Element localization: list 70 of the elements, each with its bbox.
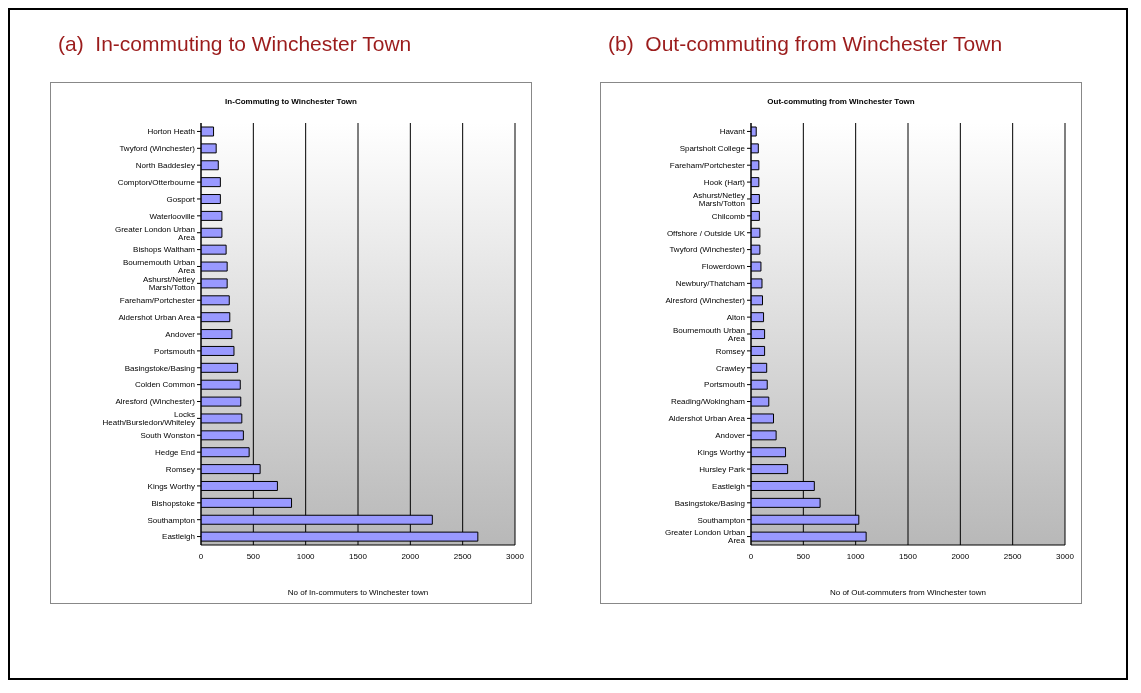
y-tick-label: Greater London Urban Area [114,224,196,242]
y-tick-label: Alresford (Winchester) [115,397,196,407]
y-tick-label: Twyford (Winchester) [119,144,196,154]
y-tick-label: Horton Heath [147,127,195,137]
y-tick-label: Greater London Urban Area [664,528,746,546]
y-tick-label: Ashurst/Netley Marsh/Totton [142,275,195,293]
y-tick-label: Crawley [716,363,745,373]
y-tick-label: Basingstoke/Basing [124,363,195,373]
y-tick-label: Fareham/Portchester [669,161,746,171]
y-tick-label: Basingstoke/Basing [674,498,745,508]
y-tick-label: Hursley Park [699,464,746,474]
chart-subtitle: (a) In-commuting to Winchester Town [57,32,413,57]
y-tick-label: Alresford (Winchester) [665,296,746,306]
x-tick-label: 2500 [453,551,473,561]
y-tick-label: Flowerdown [701,262,745,272]
y-tick-label: Andover [715,431,746,441]
y-tick-label: Eastleigh [712,481,745,491]
y-tick-label: Aldershot Urban Area [118,312,196,322]
y-tick-label: Southampton [697,515,745,525]
y-tick-label: Colden Common [134,380,195,390]
y-tick-label: Bishops Waltham [133,245,196,255]
y-tick-label: Bournemouth Urban Area [122,258,196,276]
x-tick-label: 2000 [951,551,970,561]
y-tick-label: Romsey [715,346,745,356]
y-tick-label: Southampton [147,515,195,525]
y-tick-label: Chilcomb [711,211,746,221]
y-tick-label: Portsmouth [704,380,745,390]
y-tick-label: Hedge End [154,448,195,457]
x-tick-label: 3000 [506,551,525,561]
y-tick-label: Gosport [166,194,196,204]
y-tick-label: Aldershot Urban Area [668,414,746,424]
x-tick-label: 3000 [1056,551,1075,561]
x-tick-label: 2500 [1003,551,1023,561]
x-tick-label: 0 [748,551,754,561]
y-tick-label: Alton [726,312,745,322]
y-tick-label: Ashurst/Netley Marsh/Totton [692,190,745,208]
y-tick-label: Compton/Otterbourne [117,177,196,187]
chart-title: In-Commuting to Winchester Town [224,96,358,108]
y-tick-label: Kings Worthy [147,481,195,491]
x-tick-label: 1500 [349,551,368,561]
x-tick-label: 1000 [846,551,866,561]
x-tick-label: 1000 [296,551,316,561]
x-tick-label: 0 [198,551,204,561]
y-tick-label: Romsey [165,464,195,474]
y-tick-label: Locks Heath/Bursledon/Whiteley [102,410,195,428]
y-tick-label: Fareham/Portchester [119,296,196,306]
y-tick-label: Reading/Wokingham [670,397,746,407]
y-tick-label: Newbury/Thatcham [675,279,746,289]
y-tick-label: Offshore / Outside UK [666,228,746,238]
y-tick-label: Eastleigh [162,532,195,542]
x-axis-title: No of In-commuters to Winchester town [287,587,429,597]
y-tick-label: Spartsholt College [679,144,746,154]
y-tick-label: Bournemouth Urban Area [672,325,746,343]
y-tick-label: South Wonston [140,431,195,441]
y-tick-label: Andover [165,329,196,339]
y-tick-label: Waterlooville [149,211,196,221]
y-tick-label: North Baddesley [135,161,195,171]
y-tick-label: Kings Worthy [697,448,745,457]
y-tick-label: Havant [719,127,746,137]
y-tick-label: Twyford (Winchester) [669,245,746,255]
y-tick-label: Portsmouth [154,346,195,356]
x-axis-title: No of Out-commuters from Winchester town [829,587,987,597]
x-tick-label: 500 [796,551,811,561]
x-tick-label: 1500 [899,551,918,561]
y-tick-label: Hook (Hart) [703,177,746,187]
x-tick-label: 2000 [401,551,420,561]
x-tick-label: 500 [246,551,261,561]
chart-subtitle: (b) Out-commuting from Winchester Town [607,32,1004,57]
y-tick-label: Bishopstoke [151,498,196,508]
chart-title: Out-commuting from Winchester Town [766,96,916,108]
